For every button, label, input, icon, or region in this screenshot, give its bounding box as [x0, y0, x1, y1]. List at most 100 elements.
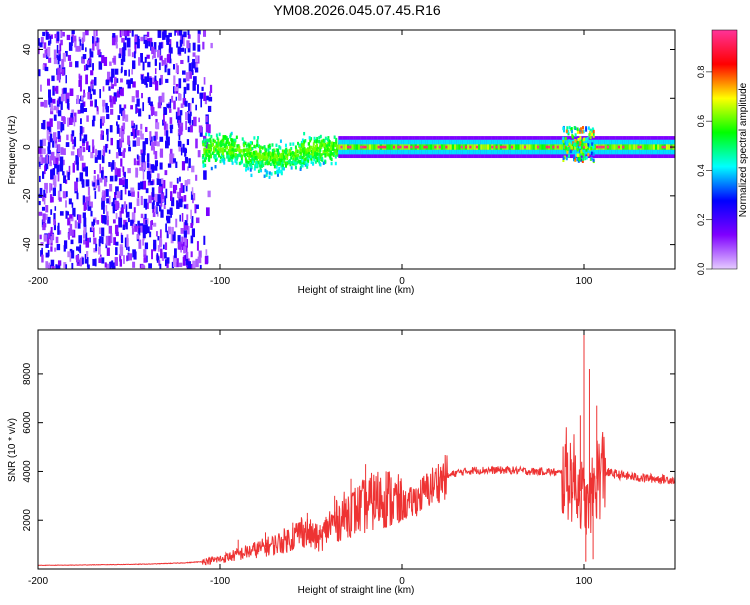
- spectrogram-cell: [57, 131, 60, 139]
- spectrogram-cell: [102, 190, 104, 195]
- spectrogram-cell: [182, 144, 184, 153]
- spectrogram-cell: [134, 207, 136, 213]
- spectrogram-cell: [202, 143, 204, 146]
- y-tick-label: 40: [22, 44, 33, 56]
- spectrogram-cell: [208, 133, 210, 136]
- spectrogram-cell: [288, 152, 290, 155]
- spectrogram-cell: [67, 99, 69, 109]
- spectrogram-cell: [236, 154, 238, 157]
- y-tick-label: 4000: [22, 460, 33, 483]
- spectrogram-cell: [493, 144, 495, 149]
- spectrogram-cell: [60, 68, 62, 73]
- spectrogram-cell: [147, 72, 149, 82]
- spectrogram-cell: [73, 36, 76, 42]
- spectrogram-cell: [40, 235, 42, 240]
- spectrogram-cell: [356, 144, 358, 149]
- spectrogram-cell: [278, 161, 280, 164]
- spectrogram-cell: [559, 144, 561, 149]
- spectrogram-cell: [121, 69, 123, 73]
- spectrogram-cell: [269, 176, 271, 179]
- spectrogram-cell: [120, 259, 122, 266]
- spectrogram-cell: [579, 141, 581, 144]
- spectrogram-cell: [515, 144, 517, 149]
- spectrogram-cell: [96, 220, 99, 225]
- spectrogram-cell: [195, 105, 197, 111]
- spectrogram-cell: [184, 101, 187, 107]
- spectrogram-cell: [71, 30, 74, 34]
- spectrogram-cell: [121, 207, 124, 213]
- spectrogram-cell: [230, 142, 232, 145]
- spectrogram-cell: [84, 202, 86, 211]
- spectrogram-cell: [659, 144, 661, 149]
- spectrogram-cell: [58, 172, 60, 181]
- spectrogram-cell: [125, 114, 128, 121]
- spectrogram-cell: [193, 52, 196, 56]
- spectrogram-cell: [108, 236, 110, 246]
- spectrogram-cell: [565, 137, 567, 140]
- spectrogram-cell: [303, 132, 305, 135]
- spectrogram-cell: [147, 162, 149, 167]
- spectrogram-cell: [577, 154, 579, 157]
- spectrogram-cell: [120, 158, 122, 166]
- spectrogram-cell: [402, 144, 404, 149]
- spectrogram-cell: [106, 129, 109, 135]
- spectrogram-cell: [180, 48, 184, 52]
- spectrogram-cell: [164, 204, 166, 209]
- spectrogram-cell: [99, 228, 101, 234]
- spectrogram-cell: [469, 146, 471, 149]
- spectrogram-cell: [147, 153, 150, 162]
- spectrogram-cell: [93, 219, 95, 225]
- spectrogram-cell: [84, 93, 86, 97]
- spectrogram-cell: [206, 249, 208, 255]
- spectrogram-cell: [163, 60, 166, 64]
- spectrogram-cell: [186, 204, 188, 209]
- spectrogram-cell: [116, 44, 118, 48]
- spectrogram-cell: [316, 140, 318, 143]
- spectrogram-cell: [583, 138, 585, 141]
- spectrogram-cell: [203, 92, 206, 101]
- spectrogram-cell: [111, 260, 113, 269]
- spectrogram-cell: [155, 81, 158, 91]
- spectrogram-cell: [319, 145, 321, 148]
- spectrogram-cell: [51, 227, 53, 235]
- spectrogram-cell: [631, 144, 633, 149]
- spectrogram-cell: [338, 144, 340, 149]
- spectrogram-cell: [87, 92, 90, 99]
- spectrogram-cell: [260, 166, 262, 169]
- spectrogram-cell: [248, 149, 250, 152]
- spectrogram-cell: [43, 120, 46, 129]
- spectrogram-cell: [94, 99, 97, 107]
- spectrogram-cell: [304, 158, 306, 161]
- spectrogram-cell: [251, 157, 253, 160]
- spectrogram-cell: [141, 265, 145, 269]
- spectrogram-cell: [165, 259, 167, 266]
- spectrogram-cell: [153, 240, 156, 250]
- spectrogram-cell: [99, 178, 102, 183]
- spectrogram-cell: [95, 149, 97, 157]
- spectrogram-cell: [106, 80, 110, 85]
- spectrogram-cell: [164, 108, 167, 115]
- spectrogram-cell: [509, 144, 511, 149]
- spectrogram-cell: [64, 245, 66, 251]
- spectrogram-cell: [159, 96, 162, 103]
- spectrogram-cell: [188, 158, 190, 168]
- spectrogram-cell: [71, 263, 73, 269]
- spectrogram-cell: [591, 152, 593, 155]
- spectrogram-cell: [96, 30, 98, 36]
- spectrogram-cell: [178, 242, 182, 250]
- spectrogram-cell: [94, 170, 96, 174]
- spectrogram-cell: [161, 178, 163, 184]
- spectrogram-cell: [195, 175, 197, 181]
- spectrogram-cell: [380, 146, 382, 149]
- spectrogram-cell: [423, 146, 425, 149]
- spectrogram-cell: [70, 88, 74, 96]
- spectrogram-cell: [566, 157, 568, 160]
- spectrogram-cell: [177, 107, 179, 115]
- spectrogram-cell: [41, 255, 43, 263]
- spectrogram-cell: [76, 178, 78, 182]
- spectrogram-cell: [173, 75, 175, 85]
- spectrogram-cell: [333, 147, 335, 150]
- spectrogram-cell: [117, 124, 120, 133]
- spectrogram-cell: [324, 144, 326, 147]
